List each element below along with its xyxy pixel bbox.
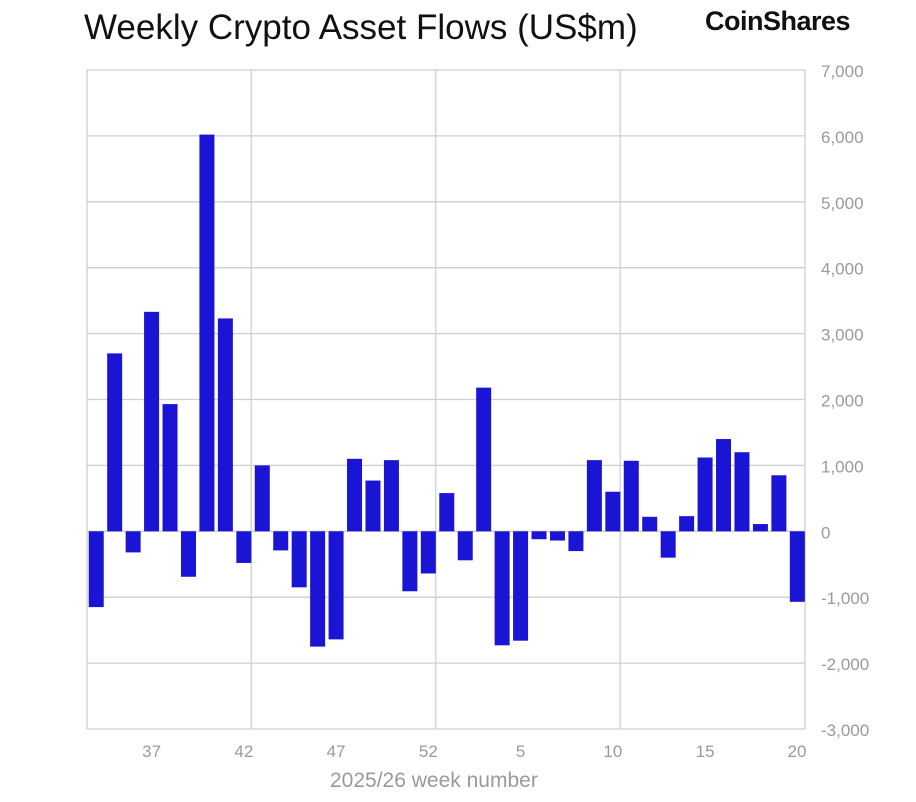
bar-week-44 <box>273 531 289 551</box>
coinshares-logo: CoinShares <box>705 6 851 36</box>
y-tick-label: -2,000 <box>821 655 869 674</box>
x-tick-label: 47 <box>327 742 346 761</box>
bar-week-11 <box>623 460 639 532</box>
bar-week-14 <box>679 516 695 532</box>
bar-week-20 <box>789 531 805 602</box>
bar-week-5 <box>513 531 529 641</box>
bar-week-13 <box>660 531 676 558</box>
x-tick-label: 5 <box>516 742 525 761</box>
y-tick-label: 4,000 <box>821 260 864 279</box>
y-tick-label: 3,000 <box>821 326 864 345</box>
bar-week-37 <box>144 311 160 532</box>
bar-week-42 <box>236 531 252 563</box>
bar-week-4 <box>494 531 510 646</box>
bar-week-51 <box>402 531 418 592</box>
bar-week-41 <box>217 318 233 532</box>
bar-week-6 <box>531 531 547 540</box>
bar-week-50 <box>383 460 399 532</box>
bar-week-9 <box>586 460 602 532</box>
bar-week-38 <box>162 404 178 532</box>
x-tick-label: 20 <box>788 742 807 761</box>
bar-week-40 <box>199 134 215 532</box>
bar-week-7 <box>549 531 565 541</box>
bar-week-12 <box>642 516 658 532</box>
bar-week-46 <box>310 531 326 647</box>
bar-week-43 <box>254 465 270 532</box>
y-tick-label: 2,000 <box>821 392 864 411</box>
x-tick-label: 37 <box>142 742 161 761</box>
bar-week-34 <box>88 531 104 608</box>
bar-week-47 <box>328 531 344 640</box>
chart-title: Weekly Crypto Asset Flows (US$m) <box>84 8 638 47</box>
x-tick-label: 10 <box>603 742 622 761</box>
bar-week-2 <box>457 531 473 561</box>
bar-week-18 <box>752 524 768 532</box>
bar-week-17 <box>734 452 750 532</box>
y-tick-label: -3,000 <box>821 721 869 740</box>
bar-week-15 <box>697 457 713 532</box>
bar-week-36 <box>125 531 141 553</box>
bar-week-3 <box>476 387 492 532</box>
x-tick-label: 42 <box>234 742 253 761</box>
y-tick-label: 1,000 <box>821 457 864 476</box>
bar-week-8 <box>568 531 584 552</box>
y-tick-label: 5,000 <box>821 194 864 213</box>
x-tick-label: 52 <box>419 742 438 761</box>
y-tick-label: 7,000 <box>821 62 864 81</box>
y-tick-label: 0 <box>821 523 830 542</box>
x-axis-title: 2025/26 week number <box>330 769 538 792</box>
bar-week-52 <box>420 531 436 574</box>
bar-week-16 <box>716 439 732 532</box>
x-tick-label: 15 <box>696 742 715 761</box>
bar-week-45 <box>291 531 307 588</box>
bar-week-35 <box>107 353 123 532</box>
y-tick-label: 6,000 <box>821 128 864 147</box>
bar-week-48 <box>347 458 363 532</box>
bar-week-1 <box>439 493 455 532</box>
bar-week-49 <box>365 480 381 532</box>
bar-week-19 <box>771 475 787 532</box>
bar-week-39 <box>180 531 196 577</box>
bar-week-10 <box>605 491 621 532</box>
y-tick-label: -1,000 <box>821 589 869 608</box>
